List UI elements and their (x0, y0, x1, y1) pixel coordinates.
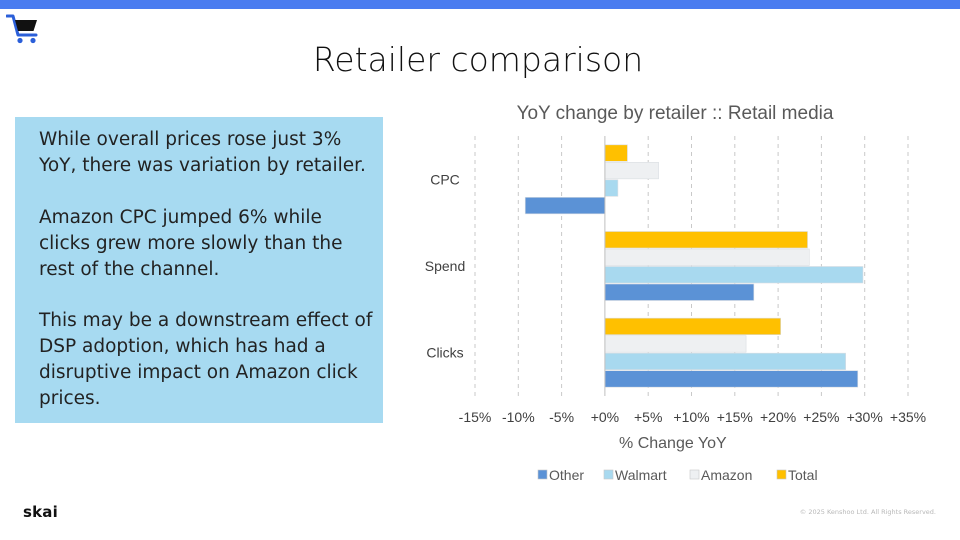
x-tick-label: +0% (591, 409, 619, 425)
category-label: CPC (430, 171, 460, 187)
bar-spend-other (604, 283, 755, 301)
x-tick-label: +35% (890, 409, 926, 425)
bar-cpc-total (604, 144, 628, 162)
x-axis-label: % Change YoY (619, 435, 727, 452)
bar-clicks-other (604, 370, 859, 388)
bar-cpc-amazon (604, 162, 659, 180)
legend-swatch-other (537, 469, 548, 480)
x-tick-label: +20% (760, 409, 796, 425)
bar-spend-walmart (604, 266, 864, 284)
x-tick-label: +30% (847, 409, 883, 425)
legend-swatch-walmart (603, 469, 614, 480)
bar-clicks-amazon (604, 335, 747, 353)
category-label: Spend (425, 258, 465, 274)
x-tick-label: -5% (549, 409, 574, 425)
bar-spend-total (604, 231, 808, 249)
bar-clicks-total (604, 317, 781, 335)
bar-spend-amazon (604, 248, 810, 266)
chart-title: YoY change by retailer :: Retail media (517, 103, 834, 124)
summary-text-box: While overall prices rose just 3% YoY, t… (15, 117, 383, 423)
x-tick-label: -15% (459, 409, 492, 425)
x-tick-label: +25% (803, 409, 839, 425)
slide-title: Retailer comparison (312, 40, 644, 79)
bar-cpc-walmart (604, 179, 619, 197)
top-accent-bar (0, 0, 960, 9)
legend-label-other: Other (549, 467, 584, 483)
category-label: Clicks (426, 345, 463, 361)
legend-swatch-amazon (689, 469, 700, 480)
x-tick-label: +10% (673, 409, 709, 425)
bar-cpc-other (524, 197, 606, 215)
copyright-notice: © 2025 Kenshoo Ltd. All Rights Reserved. (799, 508, 936, 516)
skai-logo: skai (23, 503, 58, 521)
x-tick-label: +5% (634, 409, 662, 425)
x-tick-label: -10% (502, 409, 535, 425)
legend-label-total: Total (788, 467, 818, 483)
summary-paragraph-3: This may be a downstream effect of DSP a… (39, 310, 373, 409)
shopping-cart-icon (6, 14, 38, 44)
yoy-bar-chart: YoY change by retailer :: Retail mediaCP… (425, 103, 926, 483)
summary-paragraph-1: While overall prices rose just 3% YoY, t… (39, 129, 366, 176)
legend-swatch-total (776, 469, 787, 480)
legend-label-amazon: Amazon (701, 467, 752, 483)
summary-paragraph-2: Amazon CPC jumped 6% while clicks grew m… (39, 206, 343, 280)
x-tick-label: +15% (717, 409, 753, 425)
legend-label-walmart: Walmart (615, 467, 667, 483)
bar-clicks-walmart (604, 352, 846, 370)
